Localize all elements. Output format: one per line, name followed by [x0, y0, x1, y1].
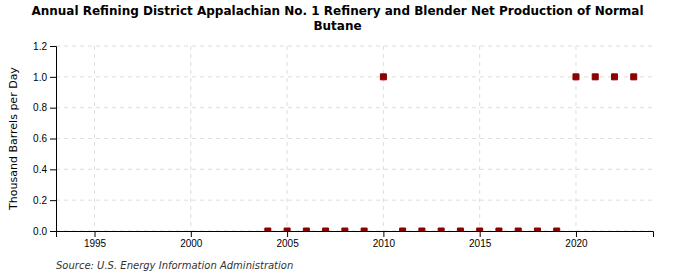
tick-mark: [50, 77, 56, 78]
tick-label: 1.2: [33, 41, 47, 52]
tick-label: 2015: [469, 238, 492, 249]
tick: 0.4: [33, 164, 56, 175]
tick: 0.2: [33, 195, 56, 206]
point: [611, 74, 617, 80]
point: [534, 228, 540, 231]
tick: 2015: [469, 231, 492, 249]
point: [457, 228, 463, 231]
grid-line: [190, 46, 191, 231]
tick-mark: [383, 231, 384, 237]
tick: 0.0: [33, 226, 56, 237]
tick-mark: [287, 231, 288, 237]
point: [342, 228, 348, 231]
tick: 0.8: [33, 102, 56, 113]
tick: 1.0: [33, 72, 56, 83]
tick-mark: [50, 139, 56, 140]
point: [515, 228, 521, 231]
chart: 1995 2000 2005 2010 2015 2020 0.0 0.2 0.4 0.6 0.8 1…: [0, 0, 675, 275]
grid: [56, 46, 653, 231]
point: [438, 228, 444, 231]
axis-title: Thousand Barrels per Day: [7, 67, 20, 211]
tick: 1995: [84, 231, 107, 249]
tick-mark: [50, 108, 56, 109]
point: [573, 74, 579, 80]
tick: 2000: [180, 231, 203, 249]
grid-line: [56, 107, 653, 108]
grid-line: [56, 200, 653, 201]
points: [265, 74, 637, 231]
tick-label: 2000: [180, 238, 203, 249]
tick-label: 0.2: [33, 195, 47, 206]
grid-line: [94, 46, 95, 231]
tick-label: 1.0: [33, 72, 47, 83]
grid-line: [287, 46, 288, 231]
title: Annual Refining District Appalachian No.…: [31, 4, 643, 33]
tick: 2010: [373, 231, 396, 249]
point: [477, 228, 483, 231]
tick: 2020: [565, 231, 588, 249]
grid-line: [56, 169, 653, 170]
tick-label: 2020: [565, 238, 588, 249]
tick: 0.6: [33, 133, 56, 144]
plot-area: 1995 2000 2005 2010 2015 2020 0.0 0.2 0.4 0.6 0.8 1…: [33, 41, 653, 249]
point: [554, 228, 560, 231]
source-note: Source: U.S. Energy Information Administ…: [56, 260, 293, 271]
y-axis: 0.0 0.2 0.4 0.6 0.8 1.0 1.2: [33, 41, 56, 237]
point: [265, 228, 271, 231]
tick-mark: [50, 200, 56, 201]
point: [284, 228, 290, 231]
point: [419, 228, 425, 231]
tick-label: 0.6: [33, 133, 47, 144]
point: [380, 74, 386, 80]
tick-mark: [95, 231, 96, 237]
tick: 1.2: [33, 41, 56, 52]
tick-mark: [50, 169, 56, 170]
tick-label: 0.4: [33, 164, 47, 175]
point: [323, 228, 329, 231]
point: [631, 74, 637, 80]
axis-line: [50, 47, 57, 232]
tick-mark: [480, 231, 481, 237]
tick-mark: [50, 46, 56, 47]
grid-line: [56, 138, 653, 139]
tick-label: 0.0: [33, 226, 47, 237]
tick-mark: [576, 231, 577, 237]
point: [361, 228, 367, 231]
tick-label: 2010: [373, 238, 396, 249]
point: [592, 74, 598, 80]
point: [400, 228, 406, 231]
point: [496, 228, 502, 231]
tick-mark: [50, 231, 56, 232]
tick-label: 2005: [276, 238, 299, 249]
grid-line: [56, 46, 653, 47]
grid-line: [56, 76, 653, 77]
tick-label: 1995: [84, 238, 107, 249]
point: [303, 228, 309, 231]
tick-mark: [191, 231, 192, 237]
x-axis: 1995 2000 2005 2010 2015 2020: [57, 231, 654, 249]
tick-label: 0.8: [33, 102, 47, 113]
tick: 2005: [276, 231, 299, 249]
axis-line: [57, 232, 654, 238]
